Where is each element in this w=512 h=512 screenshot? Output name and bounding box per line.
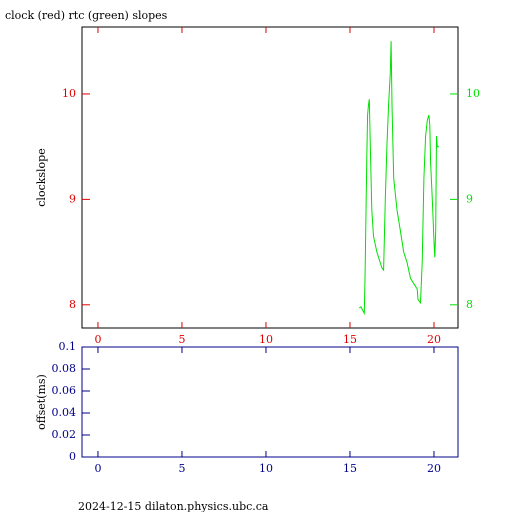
frame bbox=[81, 26, 459, 329]
x-tick-label: 10 bbox=[259, 333, 273, 346]
chart-title: clock (red) rtc (green) slopes bbox=[5, 9, 168, 22]
frame bbox=[81, 346, 459, 458]
x-tick-label: 5 bbox=[178, 333, 185, 346]
y2-tick-label: 9 bbox=[466, 192, 473, 205]
y-axis-label: offset(ms) bbox=[35, 374, 48, 430]
footer: 2024-12-15 dilaton.physics.ubc.ca bbox=[78, 500, 269, 512]
data-line bbox=[358, 41, 439, 316]
x-tick-label: 5 bbox=[178, 462, 185, 475]
y-tick-label: 0.02 bbox=[52, 428, 77, 441]
y-tick-label: 8 bbox=[69, 298, 76, 311]
y-tick-label: 0.06 bbox=[52, 384, 77, 397]
x-tick-label: 15 bbox=[343, 333, 357, 346]
x-tick-label: 15 bbox=[343, 462, 357, 475]
y2-tick-label: 10 bbox=[466, 87, 480, 100]
x-tick-label: 0 bbox=[94, 462, 101, 475]
y-tick-label: 9 bbox=[69, 192, 76, 205]
y-tick-label: 0 bbox=[69, 450, 76, 463]
x-tick-label: 20 bbox=[427, 462, 441, 475]
x-tick-label: 10 bbox=[259, 462, 273, 475]
y-tick-label: 0.04 bbox=[52, 406, 77, 419]
x-tick-label: 20 bbox=[427, 333, 441, 346]
y-tick-label: 0.08 bbox=[52, 362, 77, 375]
y-tick-label: 0.1 bbox=[59, 340, 77, 353]
y-axis-label: clockslope bbox=[35, 148, 48, 206]
y-tick-label: 10 bbox=[62, 87, 76, 100]
x-tick-label: 0 bbox=[94, 333, 101, 346]
y2-tick-label: 8 bbox=[466, 298, 473, 311]
